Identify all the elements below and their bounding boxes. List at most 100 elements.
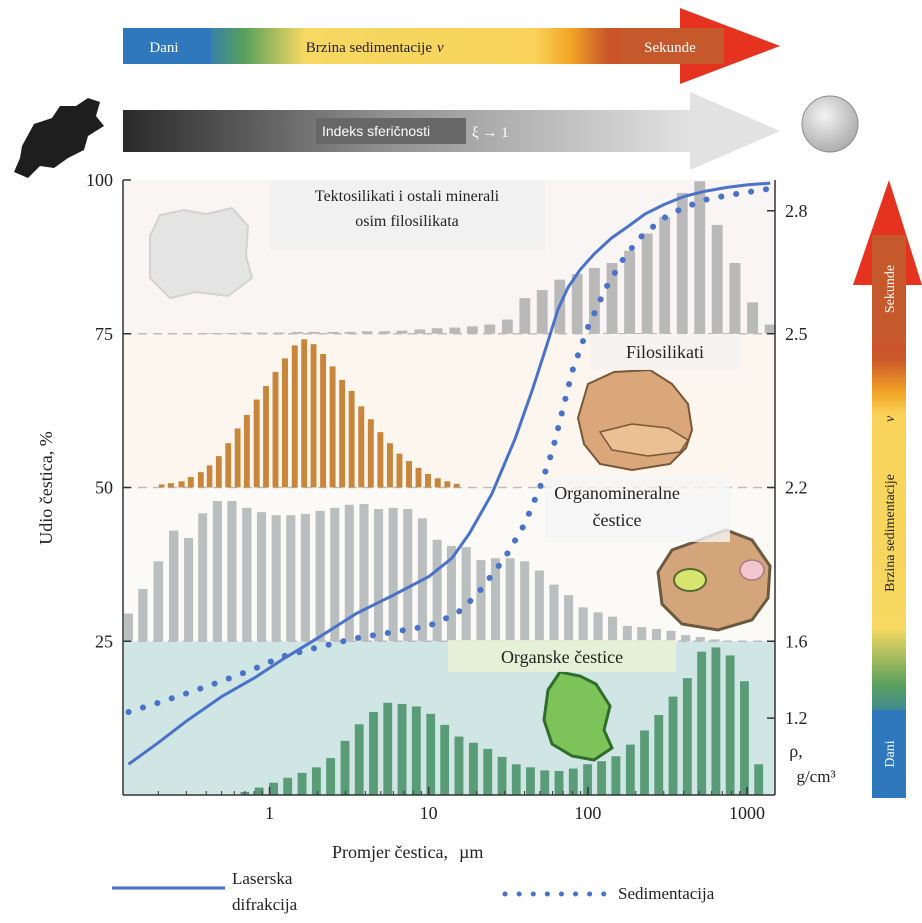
histogram-bar <box>511 764 521 795</box>
phyllosilicate-label-box <box>590 334 740 370</box>
histogram-bar <box>651 628 662 642</box>
histogram-bar <box>222 333 234 334</box>
histogram-bar <box>330 507 340 642</box>
side-label-rate: Brzina sedimentacije <box>883 474 898 592</box>
x-tick-label: 100 <box>574 803 601 823</box>
histogram-bar <box>320 354 327 488</box>
histogram-bar <box>681 635 691 642</box>
histogram-bar <box>256 512 267 642</box>
histogram-bar <box>711 224 723 334</box>
x-axis-unit: µm <box>459 842 483 862</box>
histogram-bar <box>369 711 378 795</box>
histogram-bar <box>242 507 252 642</box>
histogram-bar <box>308 331 320 334</box>
x-tick-label: 10 <box>420 803 438 823</box>
histogram-bar <box>311 767 321 795</box>
pink-inclusion-icon <box>739 559 765 581</box>
histogram-bar <box>725 655 735 795</box>
histogram-bar <box>622 625 632 642</box>
histogram-bar <box>520 561 530 642</box>
y2-tick-label: 2.2 <box>785 478 808 498</box>
histogram-bar <box>158 484 165 488</box>
histogram-bar <box>178 481 185 488</box>
particle-illustrations <box>149 206 772 762</box>
histogram-bar <box>597 761 606 795</box>
histogram-bar <box>540 770 550 795</box>
histogram-bar <box>571 274 583 334</box>
cumulative-curves <box>125 181 774 766</box>
x-axis-title: Promjer čestica, <box>332 842 448 862</box>
tectosilicate-grain-icon <box>149 206 254 300</box>
histogram-bar <box>754 764 764 795</box>
side-seconds-segment <box>872 235 906 343</box>
histogram-bar <box>138 588 148 642</box>
days-segment <box>123 28 211 64</box>
y2-axis-title-unit: g/cm³ <box>796 767 835 786</box>
histogram-bar <box>640 730 649 795</box>
x-tick-label: 1000 <box>729 803 765 823</box>
side-label-days: Dani <box>883 740 898 767</box>
histogram-bar <box>227 501 237 642</box>
phyllosilicate-label: Filosilikati <box>626 342 704 362</box>
spherical-particle-icon <box>801 95 859 153</box>
histogram-bar <box>578 607 588 642</box>
histogram-bar <box>397 703 407 795</box>
histogram-bar <box>415 467 422 488</box>
histogram-bar <box>468 742 478 795</box>
histogram-bar <box>666 630 676 642</box>
histogram-bar <box>253 399 260 488</box>
legend-label-sedimentation: Sedimentacija <box>618 884 715 903</box>
side-days-segment <box>872 710 906 798</box>
y-tick-label: 50 <box>95 478 113 498</box>
y2-tick-label: 1.6 <box>785 631 808 651</box>
y2-tick-label: 2.5 <box>785 324 808 344</box>
histogram-bar <box>212 501 222 642</box>
histogram-bar <box>310 344 317 488</box>
histogram-bar <box>564 595 574 642</box>
histogram-bar <box>340 740 350 795</box>
histogram-bar <box>359 504 369 642</box>
tectosilicate-label-box <box>270 180 545 250</box>
histogram-bar <box>526 767 535 795</box>
histogram-bar <box>453 483 460 488</box>
histogram-bar <box>641 233 653 334</box>
histogram-bar <box>589 267 600 334</box>
legend-label-laser-line2: difrakcija <box>232 895 298 914</box>
histogram-bar <box>568 768 578 795</box>
histogram-bar <box>740 681 749 795</box>
plot-area: Tektosilikati i ostali minerali osim fil… <box>86 170 808 823</box>
time-label-seconds: Sekunde <box>644 40 696 56</box>
histogram-bar <box>476 560 486 642</box>
histogram-bar <box>239 332 251 334</box>
histogram-bar <box>426 713 436 795</box>
histogram-bar <box>187 477 194 488</box>
histogram-bar <box>454 736 464 795</box>
histogram-bar <box>764 324 776 334</box>
histogram-bar <box>432 539 442 642</box>
y-tick-label: 100 <box>86 170 113 190</box>
histogram-bar <box>484 324 496 334</box>
side-sedimentation-arrow: Dani Brzina sedimentacije v Sekunde <box>853 180 922 798</box>
histogram-bar <box>297 772 307 795</box>
side-label-seconds: Sekunde <box>883 265 898 313</box>
tectosilicate-label-line1: Tektosilikati i ostali minerali <box>315 188 500 205</box>
histogram-bar <box>326 758 336 795</box>
organic-label-box <box>448 640 676 672</box>
histogram-bar <box>554 771 564 795</box>
histogram-bar <box>396 330 408 334</box>
tectosilicate-label-line2: osim filosilikata <box>355 213 459 230</box>
histogram-bar <box>434 478 441 488</box>
histogram-bar <box>396 453 403 488</box>
side-label-rate-var: v <box>883 415 898 422</box>
histogram-bar <box>440 724 450 795</box>
histogram-bar <box>263 386 269 488</box>
histogram-bar <box>668 696 678 795</box>
histogram-bar <box>536 290 548 334</box>
histogram-bar <box>256 332 268 334</box>
histogram-bar <box>377 432 384 488</box>
histogram-bar <box>234 428 241 488</box>
histogram-bar <box>269 782 278 795</box>
histogram-bar <box>374 509 384 642</box>
histogram-bar <box>301 339 308 488</box>
histogram-bar <box>283 777 293 795</box>
